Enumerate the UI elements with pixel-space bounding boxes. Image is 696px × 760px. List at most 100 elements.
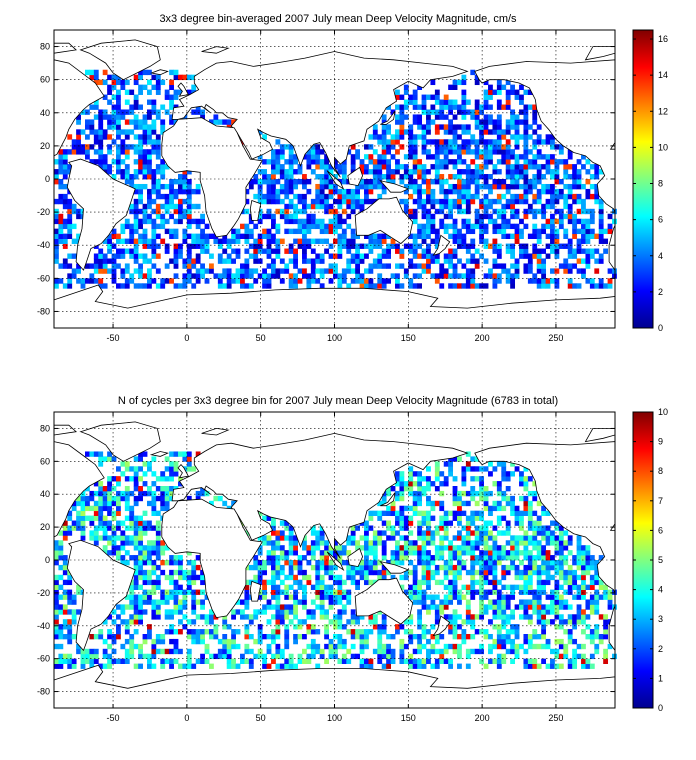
data-cell xyxy=(182,451,188,457)
data-cell xyxy=(558,525,564,531)
data-cell xyxy=(519,510,524,516)
data-cell xyxy=(465,124,471,130)
data-cell xyxy=(377,658,383,664)
data-cell xyxy=(408,124,414,130)
data-cell xyxy=(257,238,263,244)
data-cell xyxy=(541,643,547,650)
data-cell xyxy=(381,520,387,526)
data-cell xyxy=(124,594,130,600)
data-cell xyxy=(333,614,338,620)
data-cell xyxy=(399,129,405,135)
data-cell xyxy=(412,273,418,279)
data-cell xyxy=(536,278,542,284)
data-cell xyxy=(76,129,81,135)
data-cell xyxy=(89,535,95,541)
data-cell xyxy=(93,535,99,541)
data-cell xyxy=(54,258,59,264)
data-cell xyxy=(550,540,555,546)
data-cell xyxy=(541,560,547,566)
data-cell xyxy=(200,569,205,576)
data-cell xyxy=(155,243,161,249)
data-cell xyxy=(133,183,139,190)
data-cell xyxy=(319,648,325,655)
data-cell xyxy=(80,283,86,289)
data-cell xyxy=(483,505,489,512)
data-cell xyxy=(457,505,462,512)
data-cell xyxy=(421,94,427,100)
data-cell xyxy=(483,555,489,561)
data-cell xyxy=(545,535,551,541)
data-cell xyxy=(532,278,538,284)
data-cell xyxy=(204,278,210,284)
data-cell xyxy=(328,203,334,210)
data-cell xyxy=(439,149,445,155)
data-cell xyxy=(93,263,99,269)
data-cell xyxy=(514,545,520,551)
data-cell xyxy=(58,634,64,640)
data-cell xyxy=(116,129,121,135)
data-cell xyxy=(310,248,316,254)
data-cell xyxy=(519,535,524,541)
data-cell xyxy=(457,663,462,669)
data-cell xyxy=(182,273,188,279)
data-cell xyxy=(501,574,507,581)
data-cell xyxy=(235,248,241,254)
data-cell xyxy=(527,540,533,546)
data-cell xyxy=(585,208,591,215)
data-cell xyxy=(107,629,112,635)
data-cell xyxy=(80,144,86,150)
data-cell xyxy=(452,188,458,195)
data-cell xyxy=(417,550,422,556)
data-cell xyxy=(226,283,232,289)
data-cell xyxy=(178,208,183,215)
data-cell xyxy=(319,535,325,541)
data-cell xyxy=(151,99,157,105)
data-cell xyxy=(603,619,609,625)
colorbar-tick-label: 8 xyxy=(658,179,663,189)
data-cell xyxy=(536,530,542,536)
data-cell xyxy=(71,525,77,531)
data-cell xyxy=(421,233,427,239)
data-cell xyxy=(417,84,422,90)
data-cell xyxy=(58,233,64,239)
data-cell xyxy=(54,624,59,630)
data-cell xyxy=(315,648,321,655)
data-cell xyxy=(448,550,454,556)
data-cell xyxy=(545,560,551,566)
data-cell xyxy=(341,268,347,274)
data-cell xyxy=(350,619,356,625)
data-cell xyxy=(545,134,551,140)
data-cell xyxy=(359,283,365,289)
data-cell xyxy=(505,243,511,249)
data-cell xyxy=(479,648,485,655)
data-cell xyxy=(541,208,547,215)
data-cell xyxy=(169,589,174,595)
data-cell xyxy=(527,89,533,95)
data-cell xyxy=(514,124,520,130)
data-cell xyxy=(275,540,281,546)
data-cell xyxy=(293,579,298,586)
data-cell xyxy=(138,648,143,655)
data-cell xyxy=(576,609,582,615)
data-cell xyxy=(514,144,520,150)
data-cell xyxy=(98,456,104,462)
data-cell xyxy=(182,456,188,462)
data-cell xyxy=(253,574,259,581)
data-cell xyxy=(505,144,511,150)
data-cell xyxy=(390,560,396,566)
data-cell xyxy=(479,203,485,210)
data-cell xyxy=(443,525,449,531)
data-cell xyxy=(262,248,267,254)
data-cell xyxy=(492,129,498,135)
data-cell xyxy=(483,198,489,205)
data-cell xyxy=(505,99,511,105)
data-cell xyxy=(479,569,485,576)
data-cell xyxy=(142,510,148,516)
data-cell xyxy=(412,238,418,244)
data-cell xyxy=(381,159,387,165)
data-cell xyxy=(355,278,360,284)
data-cell xyxy=(470,555,476,561)
data-cell xyxy=(186,268,192,274)
data-cell xyxy=(514,139,520,145)
data-cell xyxy=(443,253,449,259)
